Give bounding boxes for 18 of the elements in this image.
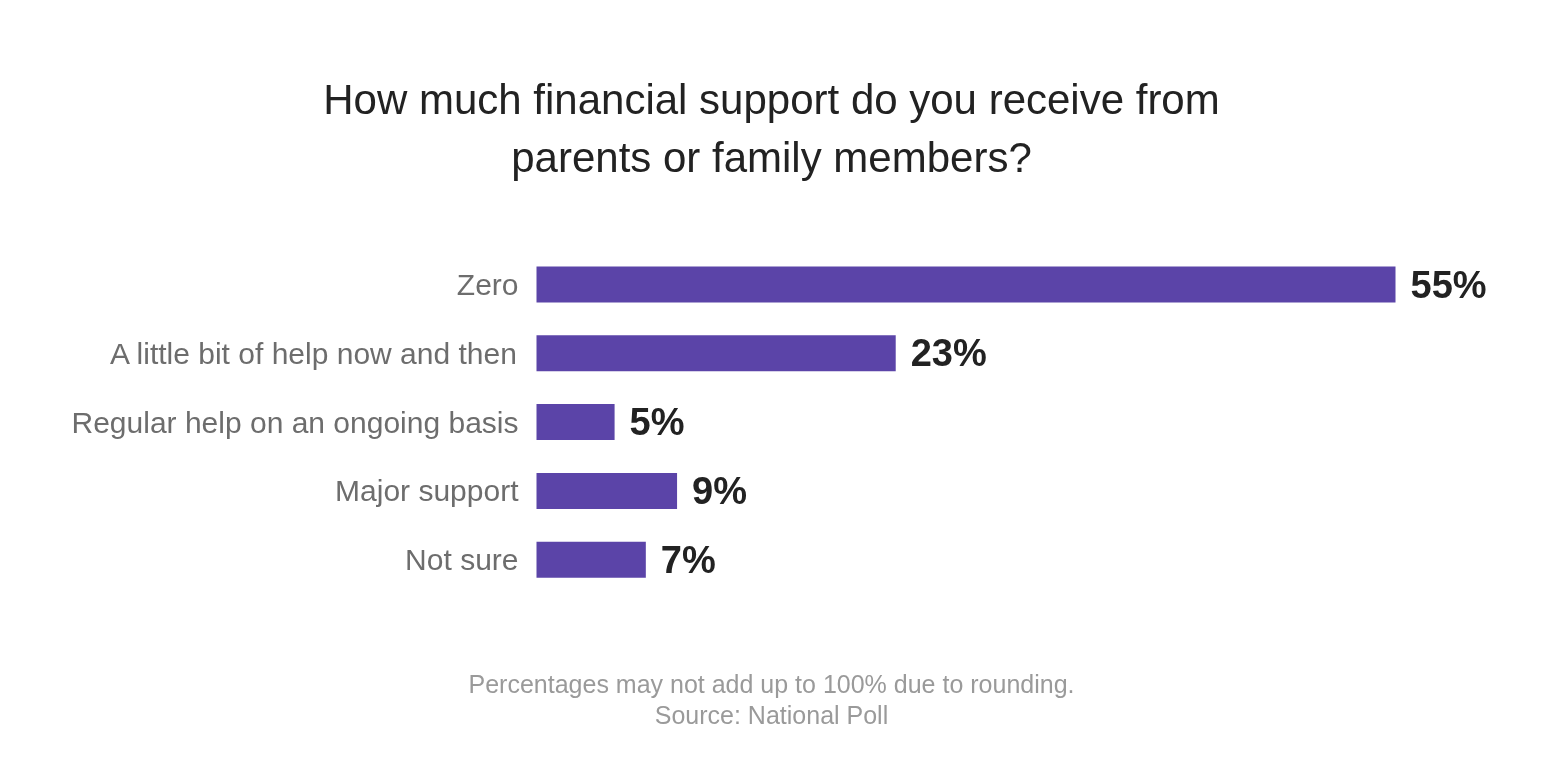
y-tick-label: Regular help on an ongoing basis <box>71 405 519 439</box>
data-label: 5% <box>629 401 685 444</box>
text: Percentages may not add up to 100% due to rounding. <box>468 669 1075 698</box>
bar <box>536 472 678 509</box>
y-tick-label: Not sure <box>405 543 519 577</box>
data-label: 7% <box>660 538 716 581</box>
y-tick-label: A little bit of help now and then <box>109 336 517 370</box>
bar <box>536 541 646 578</box>
chart-title: How much financial support do you receive from parents or family members? <box>323 75 1220 182</box>
bar <box>536 335 896 372</box>
data-label: 9% <box>692 469 747 512</box>
data-label: 23% <box>910 332 987 375</box>
bar <box>536 404 615 441</box>
y-tick-label: Zero <box>456 268 519 301</box>
y-tick-label: Major support <box>335 474 520 508</box>
data-label: 55% <box>1410 263 1487 306</box>
bar <box>536 266 1396 303</box>
source-note: Source: National Poll <box>654 700 889 729</box>
